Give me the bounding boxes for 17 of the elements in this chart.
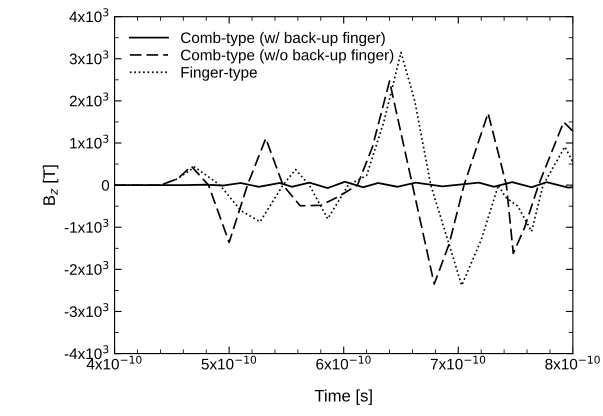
y-tick-label: -2x10$^{3}$ bbox=[64, 260, 108, 275]
y-tick-label: -1x10$^{3}$ bbox=[64, 218, 108, 233]
x-tick-label: 6x10$^{−10}$ bbox=[316, 356, 371, 370]
y-tick-label: 1x10$^{3}$ bbox=[70, 134, 108, 149]
y-tick-label: -3x10$^{3}$ bbox=[64, 303, 108, 318]
x-tick-label: 8x10$^{−10}$ bbox=[545, 356, 600, 370]
x-tick-label: 5x10$^{−10}$ bbox=[202, 356, 256, 370]
x-tick-label: 7x10$^{−10}$ bbox=[430, 356, 486, 370]
y-tick-label: 0 bbox=[102, 180, 110, 191]
y-tick-label: 2x10$^{3}$ bbox=[70, 92, 108, 106]
y-axis-title: B$_{z}$ [T] bbox=[42, 165, 58, 205]
legend-label: Comb-type (w/o back-up finger) bbox=[181, 49, 394, 64]
legend-label: Finger-type bbox=[182, 66, 257, 81]
y-tick-label: 4x10$^{3}$ bbox=[69, 8, 108, 22]
legend-label: Comb-type (w/ back-up finger) bbox=[181, 32, 385, 46]
y-tick-label: 3x10$^{3}$ bbox=[70, 50, 108, 64]
x-axis-title: Time [s] bbox=[314, 389, 372, 405]
